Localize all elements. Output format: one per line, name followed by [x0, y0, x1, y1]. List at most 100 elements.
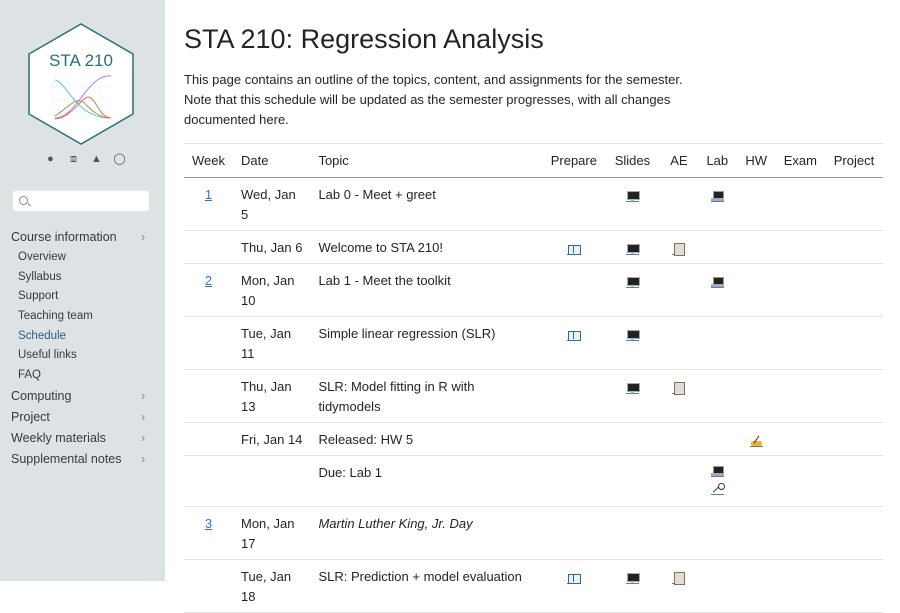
nav-course-information[interactable]: Course information ›: [0, 227, 165, 248]
slides-cell: [604, 369, 660, 423]
exam-cell: [775, 369, 825, 423]
github-icon[interactable]: ●: [47, 153, 54, 165]
desktop-icon[interactable]: [625, 572, 640, 584]
page-title: STA 210: Regression Analysis: [184, 24, 544, 54]
week-cell: [184, 455, 233, 507]
nav-weekly-materials[interactable]: Weekly materials ›: [0, 428, 165, 449]
prepare-cell: [542, 316, 605, 370]
lab-cell: [697, 506, 737, 560]
project-cell: [824, 422, 883, 456]
ae-cell: [659, 263, 698, 317]
chevron-right-icon[interactable]: ›: [141, 430, 146, 445]
chevron-right-icon[interactable]: ›: [141, 388, 146, 403]
week-link[interactable]: 2: [204, 273, 213, 288]
exam-cell: [775, 316, 825, 370]
topic-text: Lab 0 - Meet + greet: [318, 187, 436, 202]
topic-cell: Released: HW 5: [310, 422, 543, 456]
laptop-icon[interactable]: [710, 465, 724, 477]
hw-cell: [736, 230, 776, 264]
table-row: Thu, Jan 6 Welcome to STA 210!: [184, 230, 883, 264]
topic-cell: SLR: Prediction + model evaluation: [310, 559, 543, 613]
slides-cell: [604, 422, 660, 456]
slides-cell: [604, 316, 660, 370]
topic-text: SLR: Prediction + model evaluation: [318, 569, 522, 584]
clipboard-icon[interactable]: [672, 242, 686, 256]
topic-cell: Martin Luther King, Jr. Day: [310, 506, 543, 560]
topic-cell: Welcome to STA 210!: [310, 230, 543, 264]
slides-cell: [604, 455, 660, 507]
toggle-icon[interactable]: ◯: [113, 153, 126, 165]
hw-cell: [736, 422, 776, 456]
nav-overview[interactable]: Overview: [18, 251, 66, 263]
prepare-cell: [542, 177, 605, 231]
table-row: Tue, Jan 18 SLR: Prediction + model evalu…: [184, 559, 883, 613]
code-icon[interactable]: ⧈: [70, 153, 77, 165]
desktop-icon[interactable]: [625, 382, 640, 394]
chevron-right-icon[interactable]: ›: [141, 409, 146, 424]
chevron-right-icon[interactable]: ›: [141, 451, 146, 466]
week-link[interactable]: 1: [204, 187, 213, 202]
book-icon[interactable]: [567, 572, 582, 584]
hw-cell: [736, 369, 776, 423]
exam-cell: [775, 455, 825, 507]
nav-schedule[interactable]: Schedule: [18, 329, 66, 342]
table-row: Fri, Jan 14 Released: HW 5: [184, 422, 883, 456]
person-icon[interactable]: ▲: [91, 153, 102, 165]
laptop-icon[interactable]: [710, 276, 724, 288]
topic-text: Welcome to STA 210!: [318, 240, 443, 255]
ae-cell: [659, 422, 698, 456]
date-cell: Mon, Jan 17: [233, 506, 311, 560]
week-link[interactable]: 3: [204, 516, 213, 531]
date-cell: Fri, Jan 14: [233, 422, 311, 456]
desktop-icon[interactable]: [625, 190, 640, 202]
date-cell: Tue, Jan 11: [233, 316, 311, 370]
nav-useful-links[interactable]: Useful links: [18, 349, 77, 362]
nav-syllabus[interactable]: Syllabus: [18, 270, 62, 283]
desktop-icon[interactable]: [625, 276, 640, 288]
laptop-icon[interactable]: [710, 190, 724, 202]
ae-cell: [659, 506, 698, 560]
prepare-cell: [542, 422, 605, 456]
table-row: 3 Mon, Jan 17 Martin Luther King, Jr. Day: [184, 506, 883, 560]
lab-cell: [697, 559, 737, 613]
chevron-right-icon[interactable]: ›: [141, 230, 146, 244]
nav-teaching-team[interactable]: Teaching team: [18, 310, 93, 323]
lab-cell: [697, 177, 737, 231]
column-header-week: Week: [184, 143, 233, 178]
desktop-icon[interactable]: [625, 243, 640, 255]
nav-project[interactable]: Project ›: [0, 407, 165, 428]
column-header-prepare: Prepare: [542, 143, 605, 178]
week-cell: [184, 422, 233, 456]
clipboard-icon[interactable]: [672, 381, 686, 395]
prepare-cell: [542, 369, 605, 423]
week-cell: 2: [184, 263, 233, 317]
slides-cell: [604, 506, 660, 560]
prepare-cell: [542, 506, 605, 560]
column-header-exam: Exam: [775, 143, 825, 178]
column-header-hw: HW: [736, 143, 776, 178]
project-cell: [824, 230, 883, 264]
ae-cell: [659, 177, 698, 231]
lab-cell: [697, 316, 737, 370]
book-icon[interactable]: [567, 329, 582, 341]
desktop-icon[interactable]: [625, 329, 640, 341]
nav-support[interactable]: Support: [18, 290, 59, 303]
nav-faq[interactable]: FAQ: [18, 369, 42, 382]
writing-icon[interactable]: [749, 435, 763, 447]
nav-computing[interactable]: Computing ›: [0, 386, 165, 407]
hw-cell: [736, 455, 776, 507]
search-input[interactable]: [12, 190, 150, 212]
book-icon[interactable]: [567, 243, 582, 255]
course-logo[interactable]: STA 210: [27, 22, 135, 146]
week-cell: [184, 230, 233, 264]
project-cell: [824, 263, 883, 317]
week-cell: 3: [184, 506, 233, 560]
topic-text: Martin Luther King, Jr. Day: [318, 516, 473, 531]
exam-cell: [775, 506, 825, 560]
topic-cell: SLR: Model fitting in R with tidymodels: [310, 369, 543, 423]
nav-supplemental-notes[interactable]: Supplemental notes ›: [0, 449, 165, 470]
clipboard-icon[interactable]: [672, 571, 686, 585]
search-icon: [19, 196, 28, 205]
key-icon[interactable]: [710, 483, 725, 495]
lab-cell: [697, 422, 737, 456]
